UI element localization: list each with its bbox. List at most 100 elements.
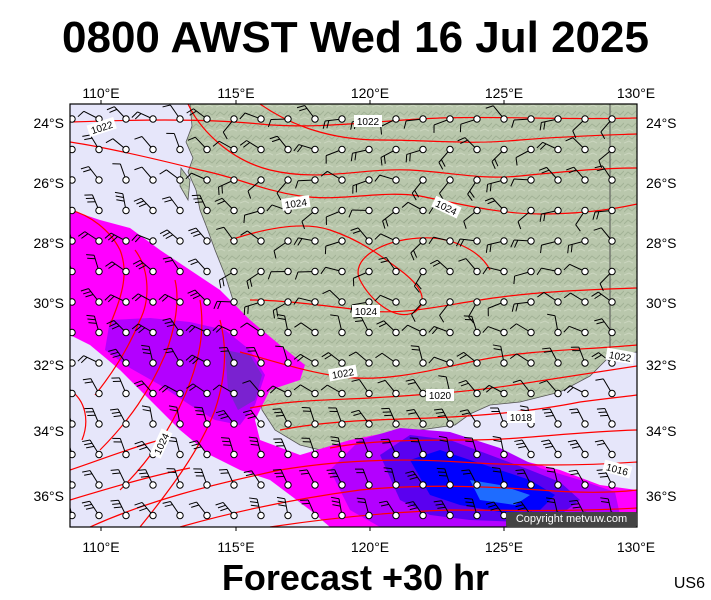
wind-barb (539, 115, 562, 131)
wind-barb (300, 499, 319, 520)
wind-barb (594, 318, 616, 337)
wind-barb (131, 111, 157, 123)
wind-barb (243, 409, 265, 428)
y-tick-label: 28°S (646, 235, 677, 251)
wind-barb (132, 259, 157, 276)
wind-barb (158, 384, 184, 398)
wind-barb (459, 115, 481, 133)
wind-barb (166, 468, 184, 489)
wind-barb (159, 229, 184, 245)
wind-barb (246, 267, 265, 289)
wind-barb (111, 377, 130, 398)
wind-barb (70, 328, 76, 337)
wind-barb (410, 237, 427, 261)
wind-barb (405, 378, 427, 398)
wind-barb (509, 323, 535, 337)
wind-barb (84, 407, 103, 428)
wind-barb (272, 298, 292, 319)
wind-barb (78, 231, 103, 245)
wind-barb (86, 254, 103, 276)
wind-barb (133, 197, 157, 215)
wind-barb (275, 345, 292, 367)
wind-barb (482, 326, 508, 337)
wind-barb (513, 267, 535, 285)
wind-barb (491, 145, 508, 170)
wind-barb (276, 314, 292, 337)
wind-barb (187, 136, 211, 154)
wind-barb (70, 416, 76, 428)
wind-barb (141, 344, 157, 367)
wind-barb (350, 227, 373, 245)
wind-barb (563, 292, 589, 306)
wind-barb (595, 378, 616, 398)
wind-barb (114, 191, 130, 215)
wind-barb (376, 320, 400, 337)
x-tick-label: 130°E (617, 539, 655, 555)
wind-barb (461, 469, 481, 489)
y-tick-label: 30°S (646, 295, 677, 311)
wind-barb (456, 351, 481, 367)
wind-barb (131, 234, 157, 245)
wind-barb (570, 346, 589, 367)
wind-barb (348, 351, 373, 367)
wind-barb (490, 407, 508, 428)
wind-barb (70, 388, 76, 398)
wind-barb (541, 439, 562, 459)
wind-barb (406, 408, 427, 428)
wind-barb (86, 314, 103, 337)
y-tick-label: 24°S (33, 115, 64, 131)
wind-barb (594, 165, 616, 184)
wind-barb (296, 104, 319, 123)
wind-barb (84, 194, 103, 215)
wind-barb (80, 166, 103, 184)
wind-barb (81, 500, 103, 520)
wind-barb (266, 385, 292, 398)
x-tick-label: 115°E (217, 539, 254, 555)
wind-barb (215, 501, 238, 520)
wind-barb (569, 408, 589, 428)
wind-barb (112, 163, 130, 184)
wind-barb (563, 325, 589, 337)
wind-barb (82, 439, 103, 459)
wind-barb (189, 440, 211, 459)
wind-barb (429, 259, 454, 276)
wind-barb (382, 206, 400, 229)
x-tick-label: 125°E (485, 539, 523, 555)
wind-barb (162, 500, 184, 520)
wind-barb (267, 267, 292, 280)
wind-barb (80, 288, 103, 306)
wind-barb (70, 176, 76, 184)
wind-barb (458, 379, 481, 398)
wind-barb (348, 206, 373, 218)
wind-barb (458, 258, 481, 276)
isobar-label: 1020 (429, 391, 452, 402)
y-tick-label: 26°S (646, 175, 677, 191)
wind-barb (374, 294, 400, 306)
wind-barb (243, 206, 265, 224)
isobar-label: 1018 (510, 413, 533, 424)
wind-barb (272, 408, 292, 428)
wind-barb (467, 176, 481, 201)
wind-barb (108, 348, 130, 367)
wind-barb (324, 237, 346, 255)
wind-barb (82, 134, 103, 154)
wind-barb (383, 467, 400, 489)
wind-barb (273, 438, 292, 459)
wind-barb (352, 176, 373, 194)
forecast-label: Forecast +30 hr (221, 557, 490, 598)
wind-barb (188, 501, 211, 520)
wind-barb (166, 132, 184, 154)
rain-band-moderate (105, 318, 265, 425)
wind-barb (134, 380, 157, 398)
map-frame (69, 103, 638, 528)
wind-barb (267, 115, 292, 128)
wind-barb (566, 166, 589, 184)
wind-barb (536, 267, 562, 276)
wind-barb (110, 469, 130, 489)
wind-barb (509, 353, 535, 367)
wind-barb (104, 232, 130, 245)
y-tick-label: 26°S (33, 175, 64, 191)
wind-barb (158, 293, 184, 306)
wind-barb (374, 174, 400, 184)
